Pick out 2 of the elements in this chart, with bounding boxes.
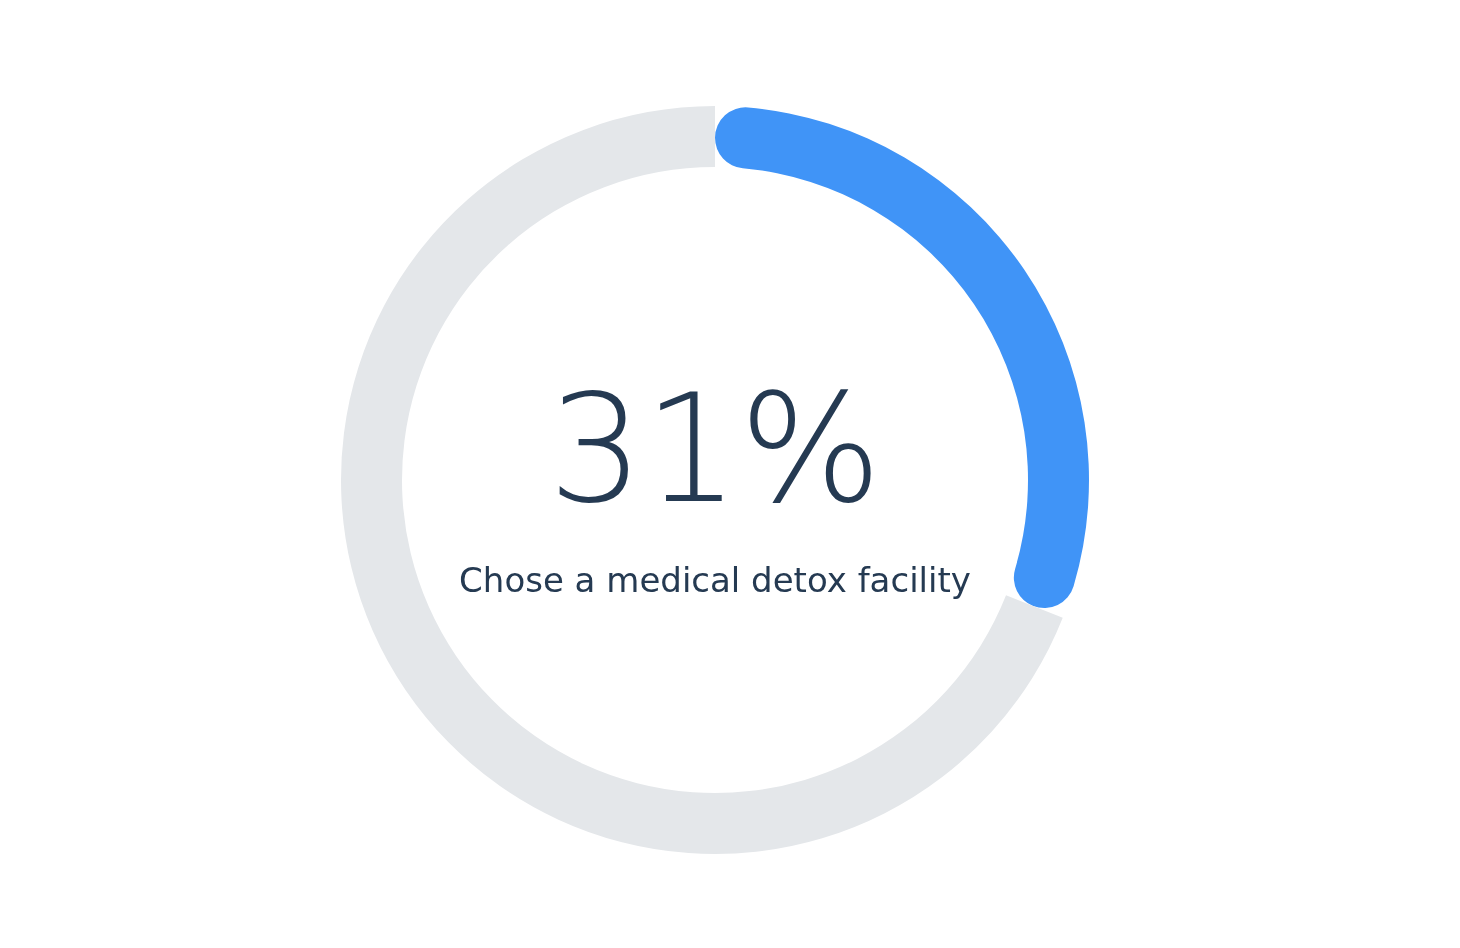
data-label: 31% bbox=[548, 362, 882, 536]
slice-label: Chose a medical detox facility bbox=[459, 560, 971, 600]
